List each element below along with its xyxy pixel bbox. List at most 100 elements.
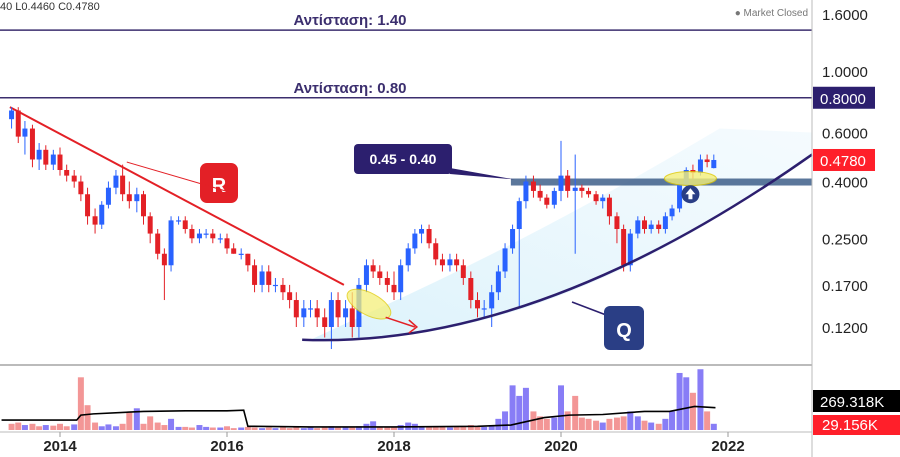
volume-bar-down [467, 425, 474, 430]
price-tag-box [813, 86, 875, 109]
candle-down [475, 300, 480, 309]
candle-down [642, 220, 647, 230]
candle-up [301, 308, 307, 318]
volume-bar-down [564, 411, 571, 430]
candle-down [155, 233, 161, 254]
curve-q-label: Q [616, 320, 632, 342]
candle-up [22, 128, 28, 137]
candle-up [308, 308, 313, 310]
volume-bar-down [335, 427, 342, 430]
candle-down [335, 300, 341, 318]
volume-bar-down [119, 423, 126, 430]
candle-up [419, 229, 425, 234]
volume-bar-down [279, 427, 286, 430]
volume-bar-down [188, 427, 195, 430]
volume-bar-down [613, 417, 620, 430]
volume-bar-up [168, 418, 175, 430]
curve-q-label-box [604, 306, 644, 350]
candle-up [217, 238, 223, 240]
candle-up [196, 233, 202, 239]
market-status-text: Market Closed [743, 8, 808, 19]
volume-bar-up [342, 426, 349, 430]
candle-down [460, 265, 466, 279]
y-tick-label: 1.6000 [822, 7, 868, 24]
price-tag-text: 0.4780 [820, 153, 866, 170]
volume-bar-down [474, 426, 481, 430]
candle-up [648, 224, 654, 230]
candle-up [502, 248, 508, 272]
volume-bar-up [203, 426, 210, 430]
volume-bar-up [599, 422, 606, 430]
candle-down [314, 308, 320, 318]
candle-down [231, 248, 237, 254]
volume-bar-down [57, 423, 63, 430]
candle-down [182, 220, 188, 230]
y-tick-label: 0.1200 [822, 320, 868, 337]
ohlc-readout: 40 L0.4460 C0.4780 [0, 1, 100, 13]
candle-up [558, 175, 564, 191]
breakout-arrow-head [408, 319, 419, 334]
volume-bar-down [50, 425, 57, 430]
volume-bar-down [161, 425, 168, 430]
volume-bar-up [669, 411, 676, 430]
candle-down [293, 300, 299, 318]
volume-bar-up [355, 426, 362, 430]
volume-bar-up [446, 427, 453, 430]
candle-down [147, 216, 153, 234]
candle-down [29, 128, 35, 160]
volume-bar-up [238, 427, 245, 430]
y-tick-label: 0.1700 [822, 278, 868, 295]
volume-bar-up [488, 425, 495, 430]
volume-bar-down [620, 416, 627, 430]
volume-bar-up [418, 426, 425, 430]
resistance-label: Αντίσταση: 1.40 [293, 12, 406, 29]
volume-bar-down [606, 418, 613, 430]
candle-down [92, 216, 98, 225]
candle-down [78, 181, 84, 195]
volume-bar-up [558, 385, 564, 430]
candle-down [384, 278, 390, 285]
volume-bar-up [662, 418, 669, 430]
candle-up [523, 181, 529, 202]
candle-up [405, 248, 411, 266]
volume-ma-line [1, 405, 716, 428]
candle-up [627, 233, 633, 266]
candle-up [238, 253, 244, 255]
volume-bar-up [710, 423, 717, 430]
volume-bar-up [481, 426, 488, 430]
candle-down [468, 278, 474, 301]
candle-down [245, 253, 251, 266]
volume-bar-down [432, 426, 439, 430]
volume-bar-up [370, 421, 377, 430]
volume-bar-up [648, 422, 655, 430]
candle-up [203, 233, 209, 235]
volume-bar-up [522, 387, 529, 430]
volume-bar-up [175, 426, 182, 430]
candle-down [189, 229, 195, 239]
candle-up [572, 187, 578, 191]
candle-down [606, 197, 612, 217]
volume-bar-up [272, 428, 279, 430]
x-tick-label: 2016 [210, 438, 243, 455]
candle-down [614, 216, 620, 230]
price-pane: Αντίσταση: 1.40 Αντίσταση: 0.80 0.45 - 0.4… [0, 12, 813, 350]
volume-bar-up [105, 424, 112, 430]
candle-down [266, 271, 272, 285]
candle-down [579, 187, 585, 191]
volume-bar-down [209, 427, 216, 430]
candle-up [516, 201, 522, 230]
volume-bar-up [697, 369, 704, 430]
volume-bar-up [42, 425, 49, 430]
volume-tag-box-red [813, 415, 900, 435]
candle-down [377, 271, 383, 279]
volume-bar-down [63, 426, 70, 430]
trendline-r-label-box [200, 163, 238, 203]
volume-tag-text-red: 29.156K [822, 417, 878, 434]
candle-up [669, 208, 675, 217]
volume-bar-down [384, 427, 391, 430]
volume-bar-down [593, 420, 600, 430]
volume-bar-down [84, 405, 91, 430]
candle-down [704, 159, 710, 163]
